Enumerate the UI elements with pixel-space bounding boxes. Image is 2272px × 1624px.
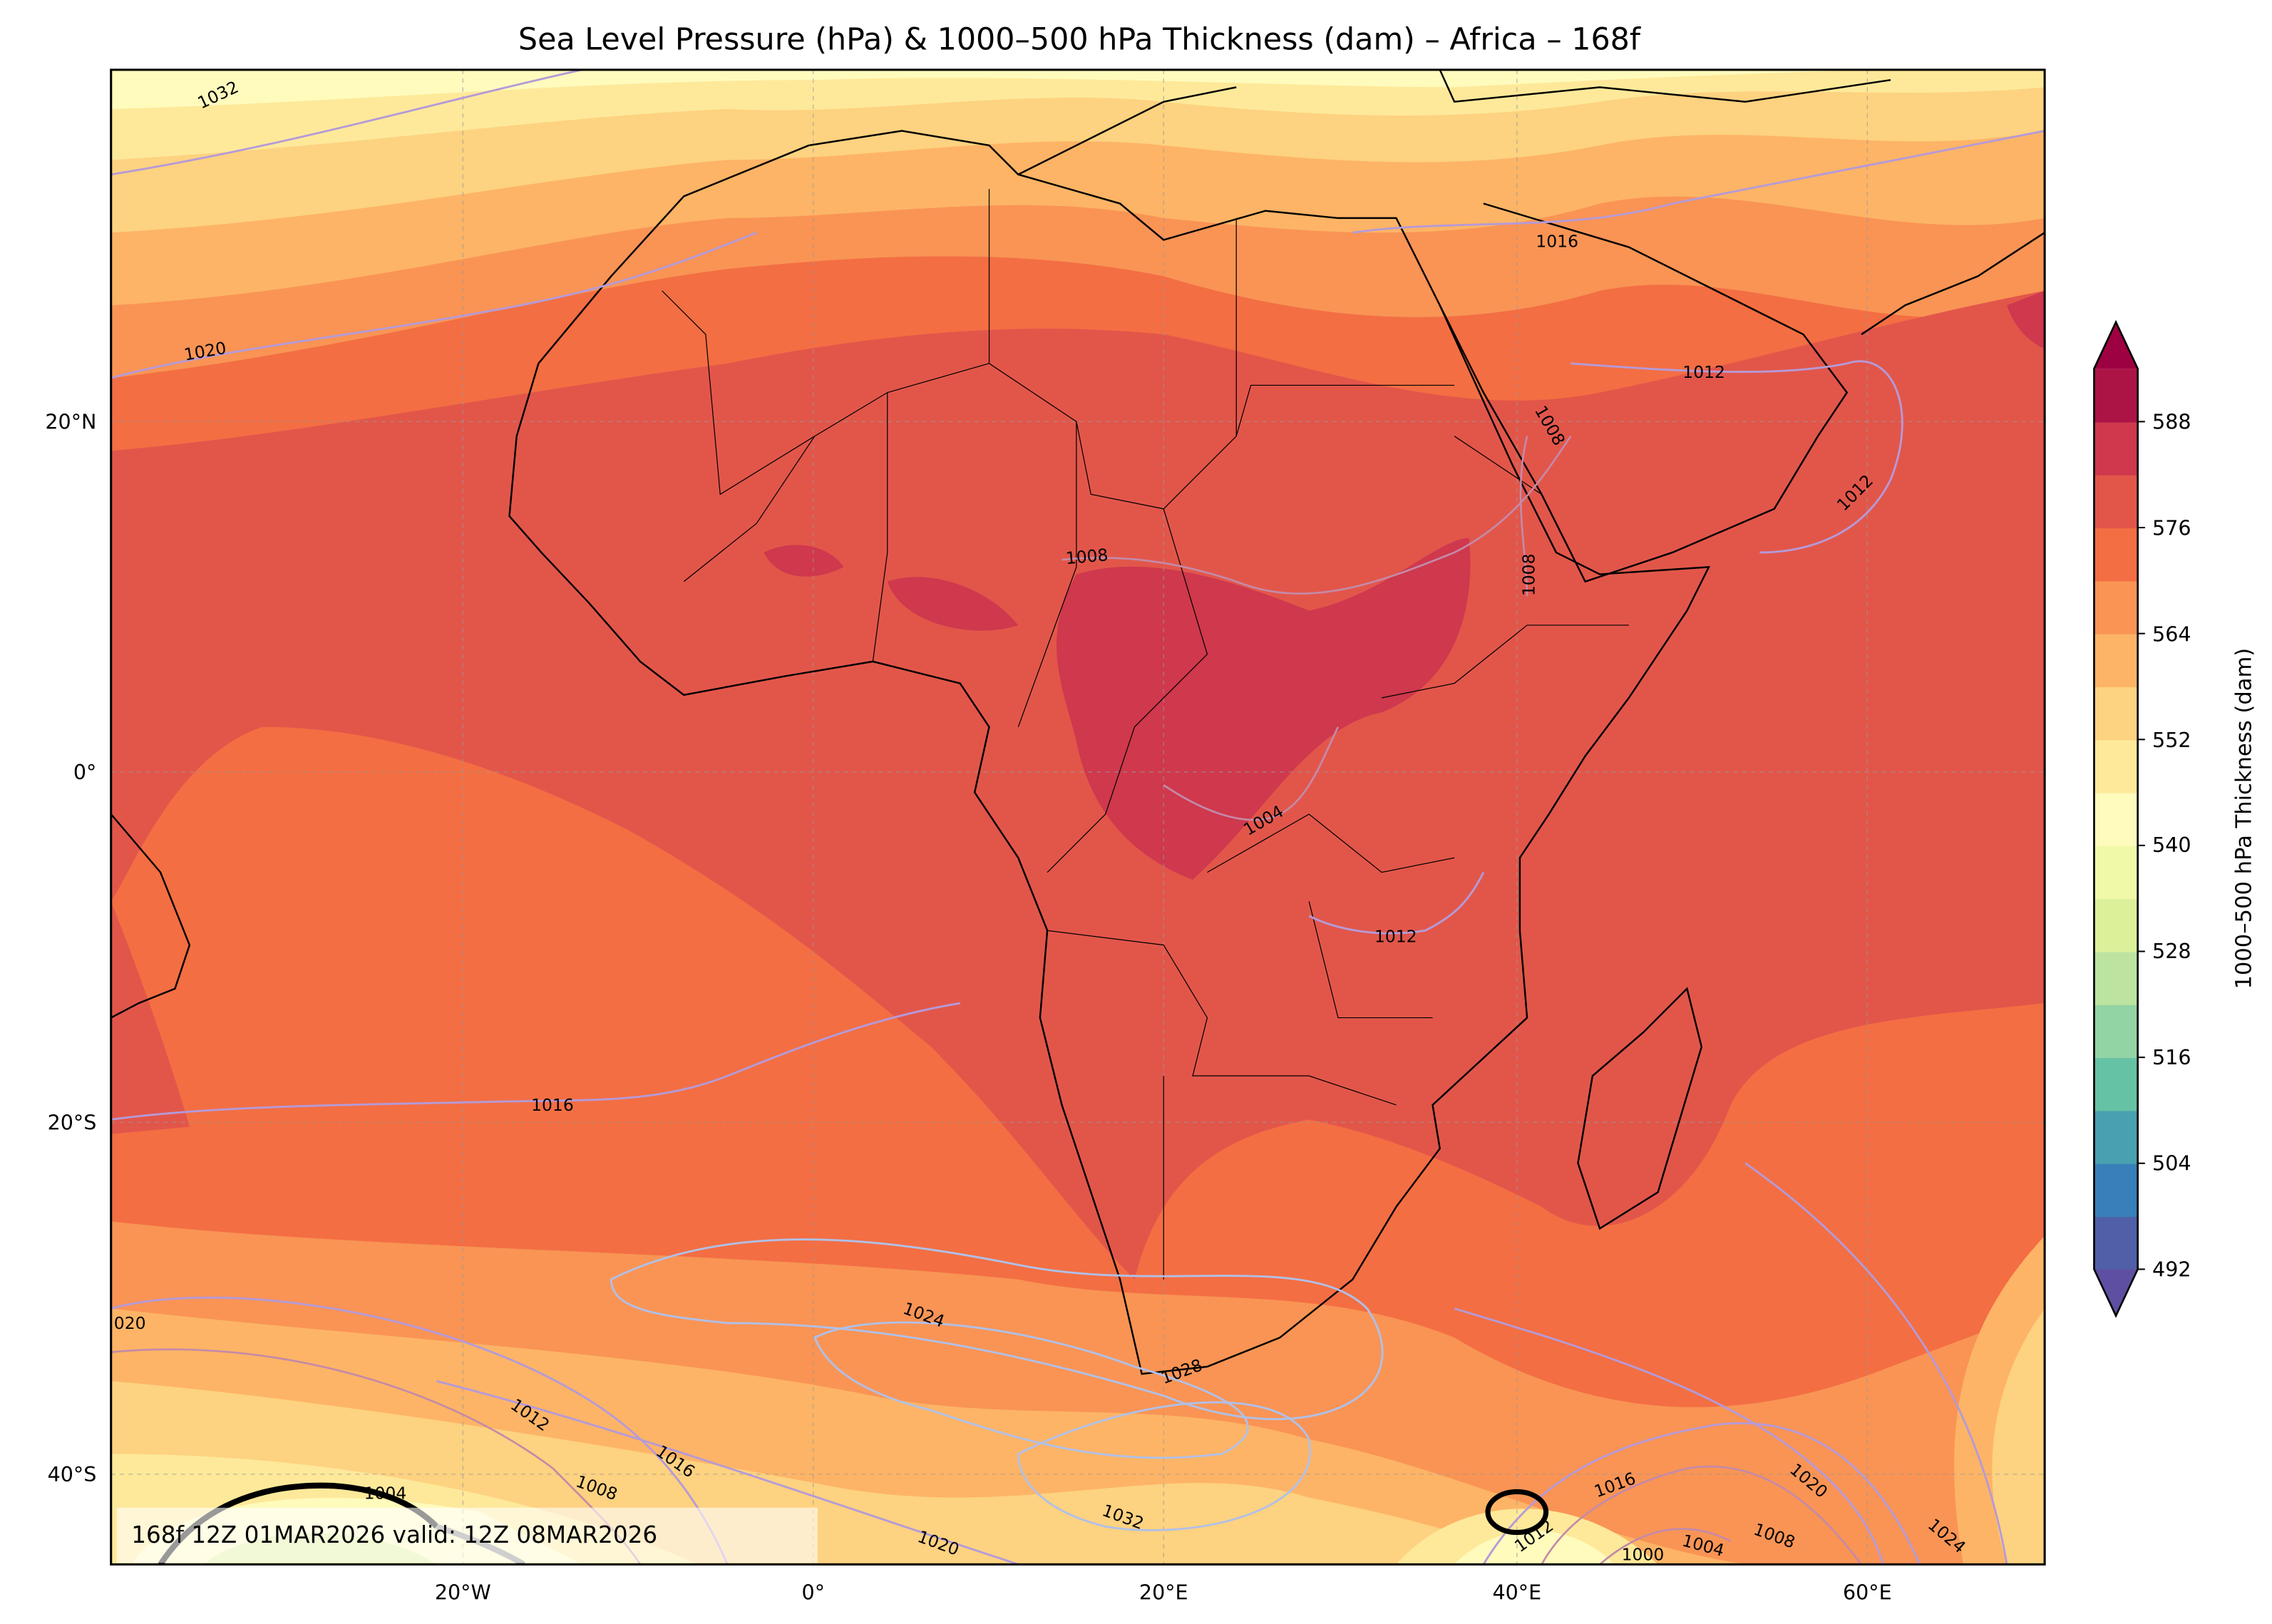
contour-label: 1012 bbox=[1374, 927, 1417, 947]
y-tick-label: 20°N bbox=[45, 410, 96, 434]
colorbar-bin bbox=[2094, 792, 2138, 846]
colorbar bbox=[2093, 319, 2145, 1318]
contour-label: 1016 bbox=[531, 1095, 574, 1115]
colorbar-tick-label: 588 bbox=[2152, 410, 2191, 434]
colorbar-label: 1000–500 hPa Thickness (dam) bbox=[2232, 648, 2257, 990]
colorbar-bin bbox=[2094, 1216, 2138, 1270]
colorbar-bin bbox=[2094, 474, 2138, 529]
country-borders bbox=[662, 189, 1629, 1280]
colorbar-bin bbox=[2094, 898, 2138, 952]
colorbar-bin bbox=[2094, 1004, 2138, 1059]
x-tick-label: 40°E bbox=[1493, 1580, 1542, 1604]
map-area: 1032 1020 1016 1012 1008 1008 1008 1012 … bbox=[110, 69, 2045, 1565]
colorbar-tick-label: 516 bbox=[2152, 1045, 2191, 1069]
colorbar-tick-label: 552 bbox=[2152, 728, 2191, 752]
colorbar-bin bbox=[2094, 633, 2138, 687]
y-tick-label: 20°S bbox=[48, 1111, 97, 1135]
colorbar-tick-label: 576 bbox=[2152, 515, 2191, 540]
colorbar-bin bbox=[2094, 369, 2138, 423]
contour-label: 1004 bbox=[364, 1484, 407, 1504]
thickness-band-582 bbox=[764, 290, 2045, 880]
contour-label: 1012 bbox=[1682, 362, 1725, 382]
colorbar-bin bbox=[2094, 845, 2138, 900]
colorbar-tick-label: 528 bbox=[2152, 939, 2191, 963]
thickness-band-552-south bbox=[110, 1308, 2045, 1565]
x-tick-label: 20°E bbox=[1139, 1580, 1188, 1604]
y-tick-label: 40°S bbox=[48, 1462, 97, 1486]
colorbar-bin bbox=[2094, 686, 2138, 741]
x-axis: 20°W 0° 20°E 40°E 60°E bbox=[435, 1580, 1892, 1604]
colorbar-tick-label: 492 bbox=[2152, 1258, 2191, 1282]
colorbar-bin bbox=[2094, 580, 2138, 634]
y-tick-label: 0° bbox=[73, 760, 96, 784]
colorbar-bin bbox=[2094, 739, 2138, 793]
colorbar-bin bbox=[2094, 528, 2138, 582]
colorbar-bin bbox=[2094, 1110, 2138, 1164]
contour-label: 1016 bbox=[1536, 232, 1578, 252]
colorbar-bin bbox=[2094, 1057, 2138, 1111]
colorbar-tick-label: 564 bbox=[2152, 622, 2191, 646]
colorbar-tick-label: 504 bbox=[2152, 1151, 2191, 1176]
annotation-box bbox=[116, 1507, 818, 1563]
contour-label: 020 bbox=[114, 1313, 146, 1333]
colorbar-under-extension bbox=[2094, 1269, 2138, 1316]
run-valid-annotation: 168f 12Z 01MAR2026 valid: 12Z 08MAR2026 bbox=[131, 1521, 657, 1548]
x-tick-label: 60°E bbox=[1843, 1580, 1892, 1604]
y-axis: 20°N 0° 20°S 40°S bbox=[45, 410, 96, 1487]
chart-title: Sea Level Pressure (hPa) & 1000–500 hPa … bbox=[518, 21, 1641, 57]
thickness-band-540-north bbox=[110, 69, 1891, 109]
contour-label: 1008 bbox=[1518, 553, 1538, 596]
contour-label: 1000 bbox=[1622, 1544, 1665, 1564]
colorbar-bin bbox=[2094, 951, 2138, 1005]
low-pressure-center bbox=[1485, 1489, 1549, 1536]
colorbar-tick-label: 540 bbox=[2152, 833, 2191, 857]
colorbar-bin bbox=[2094, 1163, 2138, 1218]
thickness-band-546-north bbox=[110, 69, 2045, 160]
coastlines bbox=[110, 69, 2045, 1375]
thickness-band-576 bbox=[110, 290, 2045, 1280]
x-tick-label: 20°W bbox=[435, 1580, 491, 1604]
x-tick-label: 0° bbox=[802, 1580, 825, 1604]
colorbar-bin bbox=[2094, 421, 2138, 476]
contour-label: 1008 bbox=[1065, 545, 1109, 568]
isobars bbox=[110, 69, 2045, 1565]
colorbar-over-extension bbox=[2094, 322, 2138, 369]
colorbar-ticks: 588 576 564 552 540 528 516 504 492 bbox=[2152, 410, 2191, 1282]
map-frame bbox=[110, 68, 2046, 1566]
